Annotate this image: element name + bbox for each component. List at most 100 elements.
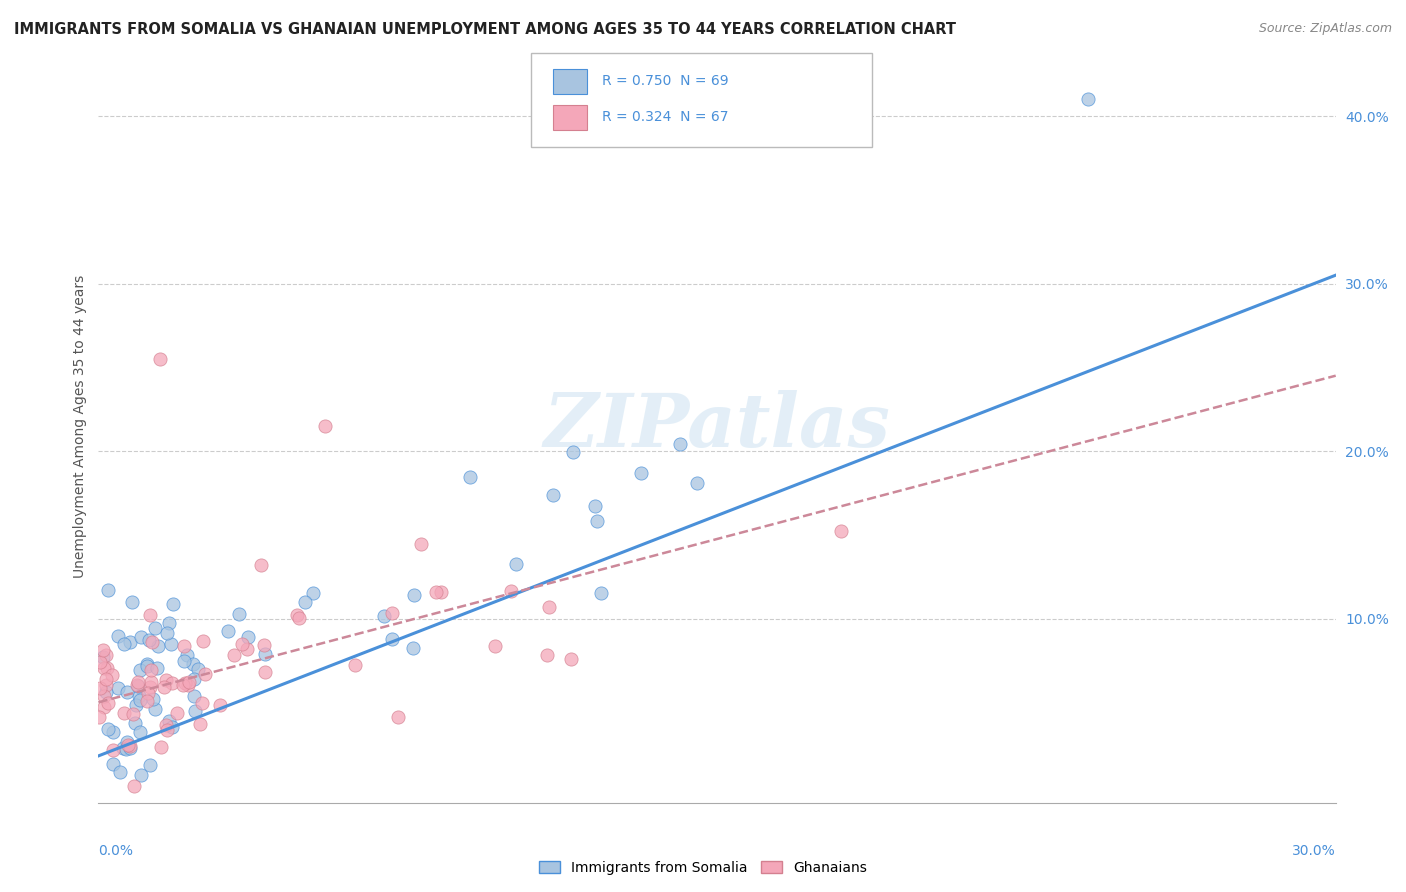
Point — [191, 634, 214, 648]
Y-axis label: Unemployment Among Ages 35 to 44 years: Unemployment Among Ages 35 to 44 years — [73, 275, 87, 577]
Point — [285, 607, 308, 622]
Point — [87, 710, 110, 724]
Point — [458, 470, 481, 484]
Point — [543, 488, 565, 502]
Bar — [553, 105, 588, 129]
Point — [172, 678, 194, 692]
Point — [194, 667, 217, 681]
Point — [685, 476, 707, 491]
Point — [127, 675, 149, 690]
Point — [183, 672, 205, 686]
Point — [93, 661, 115, 675]
Point — [136, 658, 159, 673]
Point — [107, 629, 129, 643]
Point — [561, 445, 583, 459]
Point — [93, 700, 115, 714]
Point — [89, 681, 111, 696]
Point — [128, 690, 150, 704]
Point — [96, 661, 118, 675]
Point — [89, 655, 111, 669]
Bar — [553, 70, 588, 95]
Point — [157, 714, 180, 728]
Point — [253, 647, 276, 661]
Point — [231, 636, 253, 650]
Point — [250, 558, 273, 573]
Point — [129, 767, 152, 781]
Point — [173, 676, 195, 690]
Point — [141, 635, 163, 649]
Point — [118, 739, 141, 754]
Point — [166, 706, 188, 720]
Point — [115, 741, 138, 756]
Point — [499, 584, 522, 599]
Point — [142, 692, 165, 706]
Point — [118, 740, 141, 755]
Point — [143, 621, 166, 635]
Point — [830, 524, 852, 539]
Point — [149, 351, 172, 366]
Point — [183, 690, 205, 704]
Point — [294, 595, 316, 609]
Point — [96, 672, 118, 686]
Point — [179, 675, 201, 690]
Point — [153, 681, 176, 695]
Point — [101, 668, 124, 682]
Point — [190, 696, 212, 710]
Point — [138, 632, 160, 647]
Point — [115, 685, 138, 699]
Point — [149, 739, 172, 754]
Point — [129, 630, 152, 644]
Point — [162, 597, 184, 611]
Point — [184, 704, 207, 718]
Point — [135, 694, 157, 708]
Point — [430, 585, 453, 599]
Point — [173, 654, 195, 668]
Point — [136, 686, 159, 700]
Text: 0.0%: 0.0% — [98, 844, 134, 858]
Text: IMMIGRANTS FROM SOMALIA VS GHANAIAN UNEMPLOYMENT AMONG AGES 35 TO 44 YEARS CORRE: IMMIGRANTS FROM SOMALIA VS GHANAIAN UNEM… — [14, 22, 956, 37]
Point — [343, 658, 366, 673]
Point — [156, 723, 179, 738]
Point — [155, 673, 177, 687]
Point — [101, 743, 124, 757]
Point — [128, 664, 150, 678]
Point — [117, 738, 139, 752]
Point — [505, 558, 527, 572]
Text: ZIPatlas: ZIPatlas — [544, 390, 890, 462]
FancyBboxPatch shape — [531, 53, 872, 147]
Text: R = 0.750  N = 69: R = 0.750 N = 69 — [602, 74, 728, 88]
Point — [118, 634, 141, 648]
Point — [402, 587, 425, 601]
Point — [669, 437, 692, 451]
Point — [97, 723, 120, 737]
Point — [236, 630, 259, 644]
Point — [155, 718, 177, 732]
Point — [139, 680, 162, 694]
Point — [143, 702, 166, 716]
Point — [121, 707, 143, 722]
Point — [141, 675, 163, 690]
Point — [381, 606, 404, 620]
Point — [124, 715, 146, 730]
Point — [96, 648, 118, 662]
Point — [94, 685, 117, 699]
Point — [107, 681, 129, 695]
Point — [108, 764, 131, 779]
Point — [94, 678, 117, 692]
Legend: Immigrants from Somalia, Ghanaians: Immigrants from Somalia, Ghanaians — [533, 855, 873, 880]
Point — [425, 585, 447, 599]
Point — [125, 698, 148, 712]
Text: R = 0.324  N = 67: R = 0.324 N = 67 — [602, 110, 728, 124]
Point — [208, 698, 231, 713]
Point — [589, 586, 612, 600]
Text: Source: ZipAtlas.com: Source: ZipAtlas.com — [1258, 22, 1392, 36]
Point — [117, 735, 139, 749]
Point — [138, 607, 160, 622]
Point — [141, 663, 163, 677]
Point — [176, 648, 198, 662]
Point — [112, 741, 135, 756]
Point — [187, 662, 209, 676]
Point — [129, 693, 152, 707]
Point — [146, 639, 169, 653]
Point — [484, 639, 506, 653]
